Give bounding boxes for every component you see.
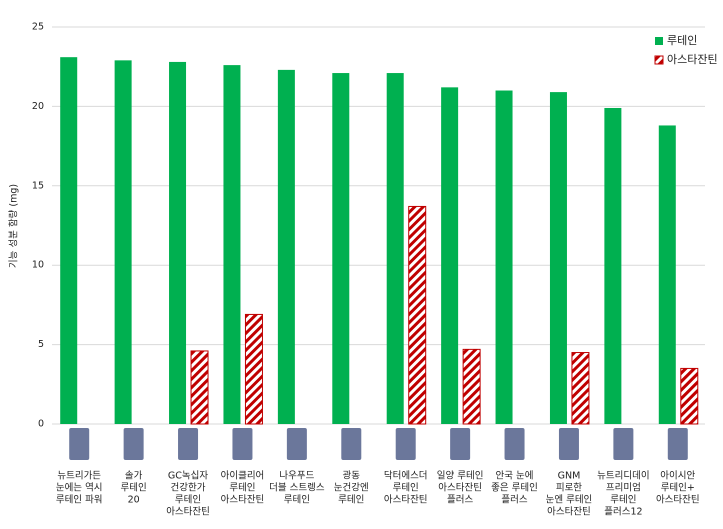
product-image: [232, 428, 253, 460]
bar: [571, 352, 590, 425]
x-tick-label: 루테인: [175, 495, 201, 506]
product-image: [558, 428, 579, 460]
product-image: [178, 428, 199, 460]
x-tick-label: GNM: [558, 471, 581, 482]
bar: [604, 107, 622, 424]
x-tick-label: 건강한가: [171, 483, 206, 494]
bar: [386, 73, 404, 424]
legend-label: 루테인: [667, 34, 697, 47]
x-tick-label: 일양 루테인: [437, 471, 484, 482]
x-tick-label: 아이시안: [660, 471, 695, 482]
y-tick-label: 5: [38, 339, 44, 350]
product-image: [123, 428, 144, 460]
bar: [680, 367, 699, 425]
x-tick-label: 좋은 루테인: [491, 483, 538, 494]
product-image: [341, 428, 362, 460]
bar: [495, 90, 513, 425]
product-image: [504, 428, 525, 460]
x-tick-label: 안국 눈에: [496, 471, 534, 482]
legend-label: 아스타잔틴: [667, 53, 718, 66]
x-tick-label: 광동: [343, 470, 361, 482]
y-tick-label: 10: [32, 260, 44, 271]
x-tick-label: 루테인: [121, 483, 147, 494]
bar: [190, 350, 209, 425]
product-image: [450, 428, 471, 460]
x-tick-label: 아이클리어: [221, 471, 265, 482]
bar: [408, 205, 427, 425]
y-tick-label: 15: [32, 180, 44, 191]
x-tick-label: 아스타잔틴: [438, 483, 482, 494]
x-tick-label: 더블 스트렝스: [269, 483, 325, 494]
x-tick-label: 루테인: [393, 483, 419, 494]
x-tick-label: 플러스12: [604, 507, 642, 518]
bar: [549, 92, 567, 424]
bar: [441, 87, 459, 425]
x-tick-label: GC녹십자: [168, 471, 208, 482]
x-tick-label: 피로한: [556, 483, 582, 494]
bar: [223, 65, 241, 424]
x-tick-label: 루테인 파워: [56, 495, 103, 506]
x-tick-label: 플러스: [447, 495, 473, 506]
x-tick-label: 아스타잔틴: [656, 495, 700, 506]
legend-swatch: [655, 37, 663, 45]
x-tick-label: 아스타잔틴: [384, 495, 428, 506]
x-tick-label: 눈에는 역시: [56, 483, 103, 494]
x-tick-label: 눈엔 루테인: [546, 495, 593, 506]
product-image: [613, 428, 634, 460]
x-tick-label: 아스타잔틴: [547, 507, 591, 518]
x-tick-label: 플러스: [501, 495, 527, 506]
product-image: [667, 428, 688, 460]
y-tick-label: 0: [38, 419, 44, 430]
bar: [244, 313, 263, 425]
bar: [332, 73, 350, 424]
x-tick-label: 루테인: [610, 495, 636, 506]
x-tick-label: 뉴트리디데이: [597, 471, 649, 482]
y-tick-label: 20: [32, 101, 44, 112]
bar: [658, 125, 676, 425]
bar: [462, 348, 481, 425]
x-tick-label: 루테인: [338, 495, 364, 506]
x-tick-label: 프리미엄: [606, 482, 641, 494]
product-image: [286, 428, 307, 460]
product-image: [69, 428, 90, 460]
x-tick-label: 루테인+: [661, 483, 695, 494]
bar: [277, 69, 295, 424]
x-tick-label: 닥터에스더: [384, 471, 428, 482]
x-tick-label: 루테인: [229, 483, 255, 494]
x-tick-label: 아스타잔틴: [166, 507, 210, 518]
x-tick-label: 뉴트리가든: [57, 471, 101, 482]
x-tick-label: 루테인: [284, 495, 310, 506]
x-tick-label: 솔가: [125, 471, 143, 482]
x-tick-label: 20: [128, 495, 140, 506]
y-tick-label: 25: [32, 22, 44, 33]
x-tick-label: 나우푸드: [279, 471, 314, 482]
bar: [169, 61, 187, 424]
legend-swatch: [654, 55, 664, 65]
x-tick-label: 눈건강엔: [334, 483, 369, 494]
bar: [60, 57, 78, 425]
x-tick-label: 아스타잔틴: [221, 495, 265, 506]
product-image: [395, 428, 416, 460]
y-axis-label: 기능 성분 함량 (mg): [8, 184, 20, 268]
bar: [114, 60, 132, 425]
